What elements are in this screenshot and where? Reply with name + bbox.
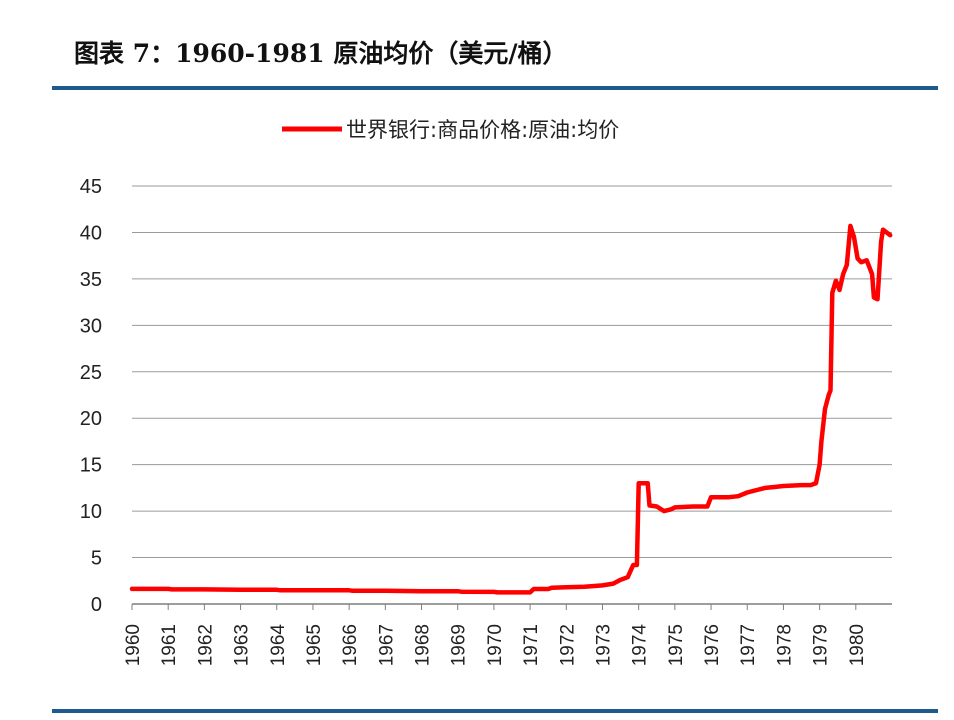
series-line-0 (129, 223, 893, 595)
y-tick-label: 10 (80, 501, 102, 523)
x-tick-label: 1970 (485, 624, 506, 666)
figure-title: 图表 7：1960-1981 原油均价（美元/桶） (74, 39, 568, 68)
y-tick-label: 25 (80, 362, 102, 384)
y-tick-label: 35 (80, 269, 102, 291)
legend: 世界银行:商品价格:原油:均价 (282, 118, 619, 142)
x-tick-label: 1977 (738, 624, 759, 666)
x-tick-label: 1972 (557, 624, 578, 666)
y-tick-label: 40 (80, 222, 102, 244)
y-tick-label: 45 (80, 176, 102, 198)
x-tick-label: 1978 (774, 624, 795, 666)
y-tick-label: 15 (80, 455, 102, 477)
x-tick-label: 1971 (521, 624, 542, 666)
bottom-rule (52, 709, 938, 713)
x-tick-label: 1975 (666, 624, 687, 666)
grid-lines (132, 185, 892, 559)
x-tick-label: 1960 (123, 624, 144, 666)
y-tick-label: 0 (91, 594, 102, 616)
x-tick-labels: 1960 1961 1962 1963 1964 1965 1966 1967 1968 1969… (123, 624, 868, 667)
x-tick-label: 1976 (702, 624, 723, 666)
y-tick-label: 20 (80, 408, 102, 430)
x-tick-label: 1968 (413, 624, 434, 666)
x-tick-label: 1974 (630, 624, 651, 667)
x-tick-label: 1967 (376, 624, 397, 666)
title-rule (52, 86, 938, 90)
y-tick-label: 30 (80, 315, 102, 337)
x-tick-label: 1962 (195, 624, 216, 666)
x-tick-label: 1966 (340, 624, 361, 666)
x-tick-label: 1980 (847, 624, 868, 666)
series-layer (129, 223, 893, 595)
x-tick-marks (131, 604, 857, 610)
legend-label: 世界银行:商品价格:原油:均价 (346, 118, 619, 142)
y-tick-labels: 0 5 10 15 20 25 30 35 40 45 (80, 176, 102, 616)
x-tick-label: 1963 (232, 624, 253, 666)
x-tick-label: 1969 (449, 624, 470, 666)
x-tick-label: 1964 (268, 624, 289, 667)
x-tick-label: 1961 (159, 624, 180, 666)
x-tick-label: 1965 (304, 624, 325, 666)
x-tick-label: 1973 (593, 624, 614, 666)
x-tick-label: 1979 (811, 624, 832, 666)
y-tick-label: 5 (91, 548, 102, 570)
